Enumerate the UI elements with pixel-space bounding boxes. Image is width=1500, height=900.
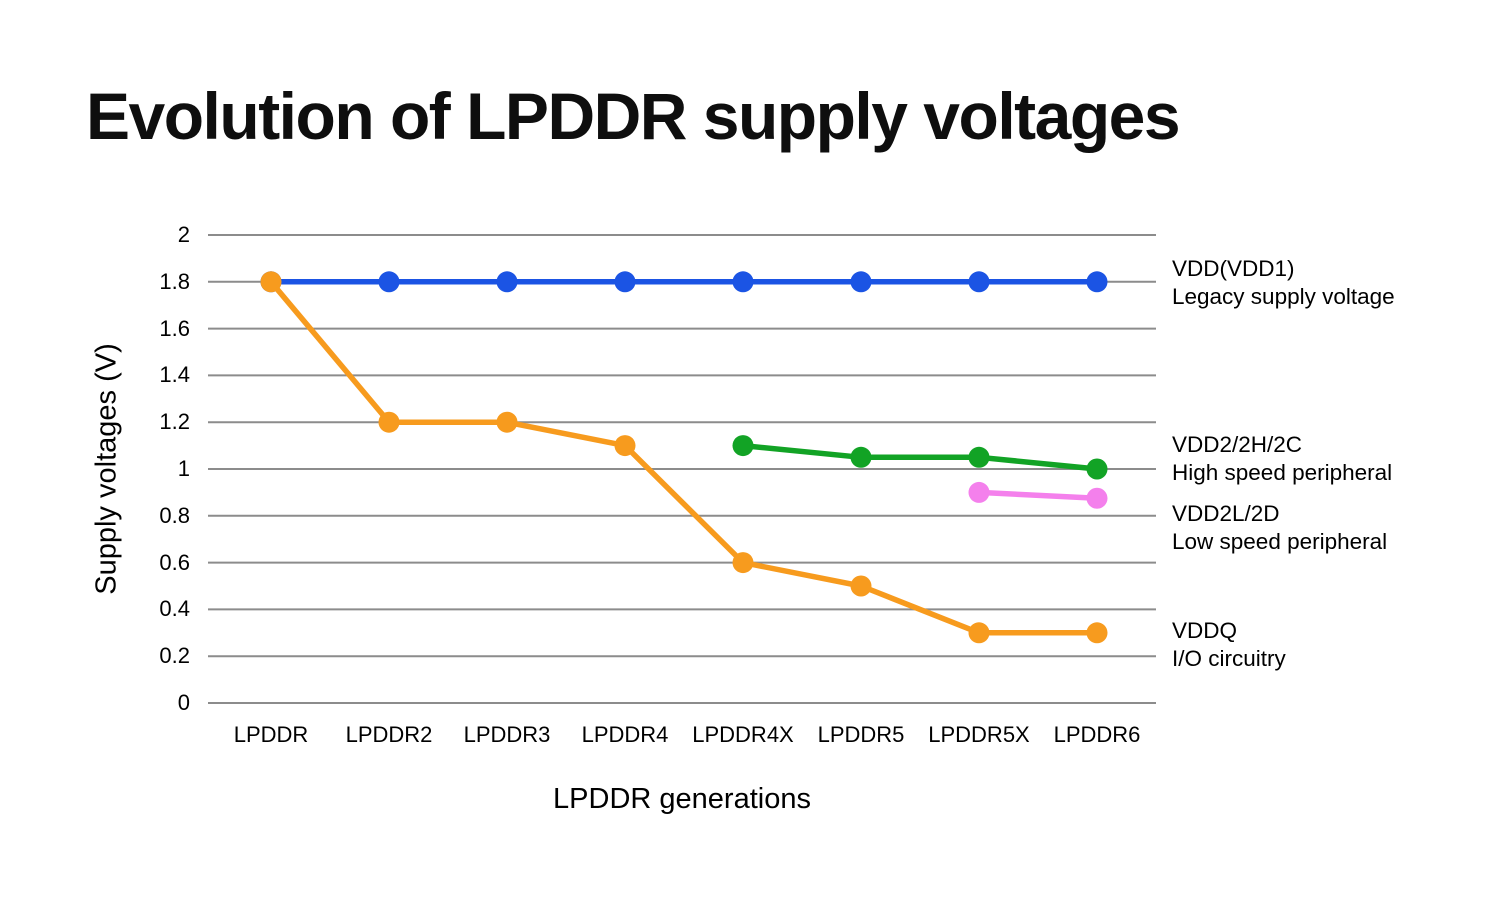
data-point-vdd-vdd1 bbox=[496, 271, 518, 293]
legend-entry-vdd2-2h-2c: VDD2/2H/2C High speed peripheral bbox=[1172, 431, 1392, 487]
legend-series-description: I/O circuitry bbox=[1172, 645, 1286, 671]
x-axis-title: LPDDR generations bbox=[553, 783, 811, 815]
data-point-vdd-vdd1 bbox=[1086, 271, 1108, 293]
y-tick-label-0.6: 0.6 bbox=[159, 549, 190, 575]
y-tick-label-0.4: 0.4 bbox=[159, 596, 190, 622]
data-point-vdd-vdd1 bbox=[850, 271, 872, 293]
y-tick-label-1.6: 1.6 bbox=[159, 315, 190, 341]
data-point-vddq bbox=[496, 411, 518, 433]
x-tick-label-lpddr: LPDDR bbox=[233, 722, 309, 747]
data-point-vdd-vdd1 bbox=[378, 271, 400, 293]
y-tick-label-2: 2 bbox=[177, 222, 190, 247]
chart-title: Evolution of LPDDR supply voltages bbox=[86, 79, 1181, 153]
series-line-vdd2l-2d bbox=[976, 489, 1100, 501]
data-point-vddq bbox=[614, 435, 636, 457]
data-point-vdd2-2h-2c bbox=[732, 435, 754, 457]
y-tick-label-1.2: 1.2 bbox=[159, 409, 190, 435]
data-point-vddq bbox=[260, 271, 282, 293]
legend-series-name: VDDQ bbox=[1172, 617, 1238, 643]
x-tick-label-lpddr6: LPDDR6 bbox=[1053, 722, 1141, 747]
legend-series-name: VDD2/2H/2C bbox=[1172, 432, 1303, 457]
legend-entry-vddq: VDDQ I/O circuitry bbox=[1172, 617, 1286, 673]
data-point-vddq bbox=[378, 411, 400, 433]
legend-series-name: VDD(VDD1) bbox=[1172, 255, 1295, 281]
y-tick-label-0: 0 bbox=[177, 690, 190, 715]
legend-series-description: Low speed peripheral bbox=[1172, 529, 1388, 555]
y-tick-label-0.8: 0.8 bbox=[159, 502, 190, 528]
y-axis-title: Supply voltages (V) bbox=[90, 343, 123, 595]
data-point-vdd2l-2d bbox=[968, 481, 990, 503]
series-line-vddq bbox=[268, 279, 1100, 636]
legend-series-description: High speed peripheral bbox=[1172, 460, 1393, 485]
data-point-vdd2-2h-2c bbox=[968, 446, 990, 468]
legend-entry-vdd2l-2d: VDD2L/2D Low speed peripheral bbox=[1172, 500, 1387, 556]
x-tick-label-lpddr5x: LPDDR5X bbox=[928, 722, 1030, 747]
data-point-vddq bbox=[732, 552, 754, 574]
data-point-vddq bbox=[850, 575, 872, 597]
data-point-vdd2-2h-2c bbox=[850, 446, 872, 468]
x-tick-label-lpddr4: LPDDR4 bbox=[581, 722, 669, 747]
x-tick-label-lpddr5: LPDDR5 bbox=[817, 722, 905, 747]
y-tick-label-0.2: 0.2 bbox=[159, 643, 190, 669]
x-tick-label-lpddr2: LPDDR2 bbox=[345, 722, 433, 747]
y-tick-label-1: 1 bbox=[177, 456, 190, 481]
data-point-vdd2l-2d bbox=[1086, 487, 1108, 509]
legend-series-name: VDD2L/2D bbox=[1172, 501, 1280, 527]
series-line-vdd2-2h-2c bbox=[740, 442, 1100, 472]
x-tick-label-lpddr3: LPDDR3 bbox=[463, 722, 551, 747]
data-point-vdd-vdd1 bbox=[614, 271, 636, 293]
data-point-vddq bbox=[968, 622, 990, 644]
legend-entry-vdd-vdd1: VDD(VDD1) Legacy supply voltage bbox=[1172, 255, 1395, 311]
y-tick-label-1.8: 1.8 bbox=[159, 268, 190, 294]
data-point-vddq bbox=[1086, 622, 1108, 644]
data-point-vdd-vdd1 bbox=[968, 271, 990, 293]
data-point-vdd-vdd1 bbox=[732, 271, 754, 293]
legend-series-description: Legacy supply voltage bbox=[1172, 283, 1395, 309]
data-point-vdd2-2h-2c bbox=[1086, 458, 1108, 480]
y-tick-label-1.4: 1.4 bbox=[159, 362, 190, 388]
x-tick-label-lpddr4x: LPDDR4X bbox=[692, 722, 794, 747]
